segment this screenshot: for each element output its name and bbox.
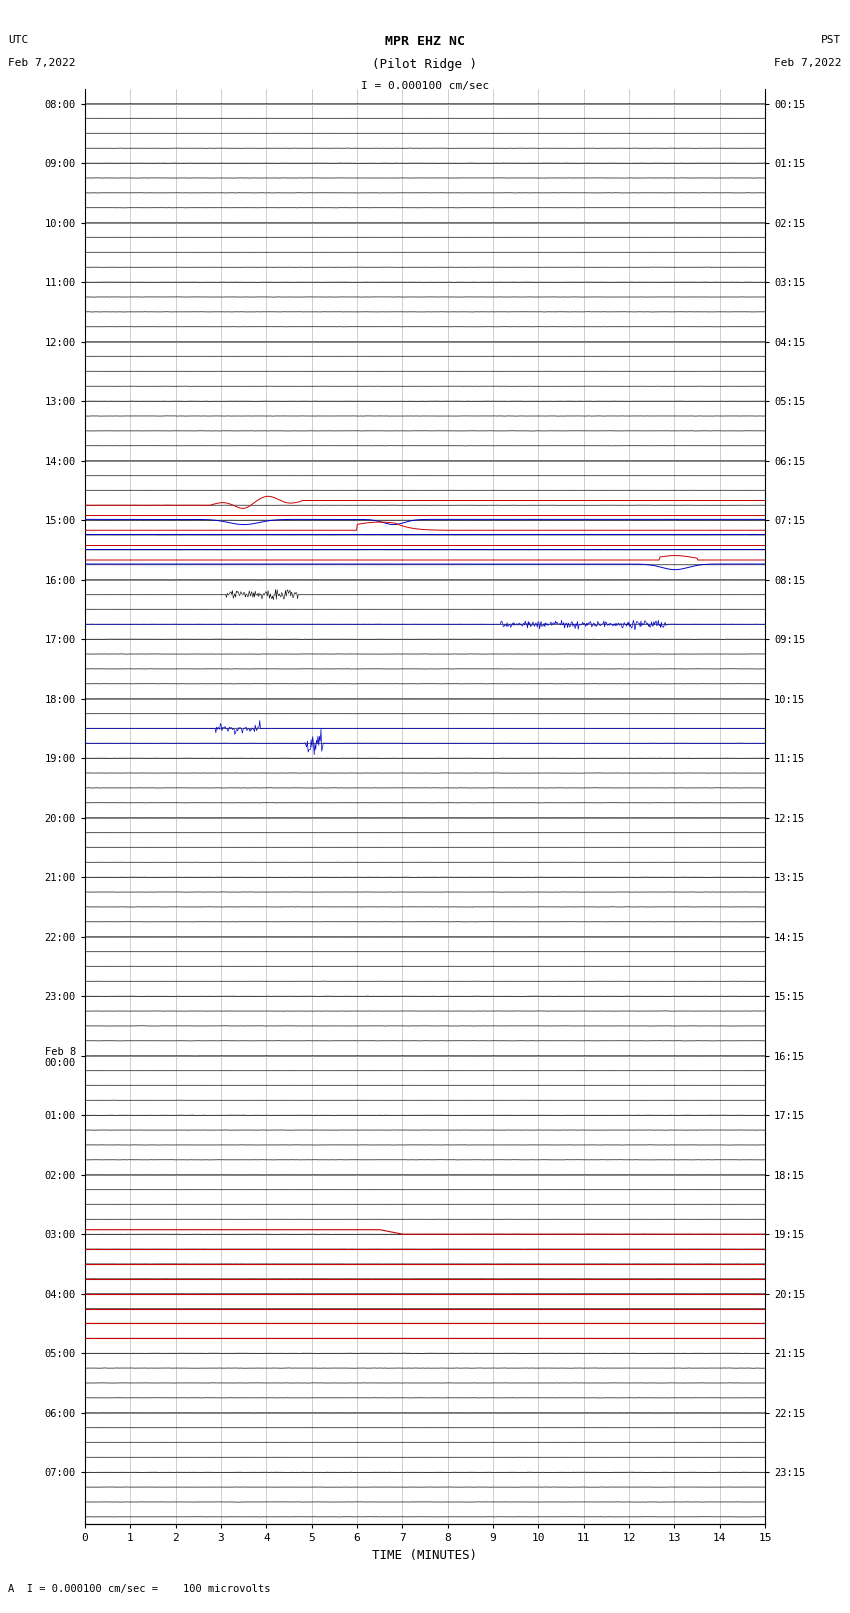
- Text: I = 0.000100 cm/sec: I = 0.000100 cm/sec: [361, 81, 489, 90]
- Text: A  I = 0.000100 cm/sec =    100 microvolts: A I = 0.000100 cm/sec = 100 microvolts: [8, 1584, 271, 1594]
- Text: Feb 7,2022: Feb 7,2022: [774, 58, 842, 68]
- Text: MPR EHZ NC: MPR EHZ NC: [385, 35, 465, 48]
- Text: (Pilot Ridge ): (Pilot Ridge ): [372, 58, 478, 71]
- Text: Feb 7,2022: Feb 7,2022: [8, 58, 76, 68]
- X-axis label: TIME (MINUTES): TIME (MINUTES): [372, 1548, 478, 1561]
- Text: UTC: UTC: [8, 35, 29, 45]
- Text: PST: PST: [821, 35, 842, 45]
